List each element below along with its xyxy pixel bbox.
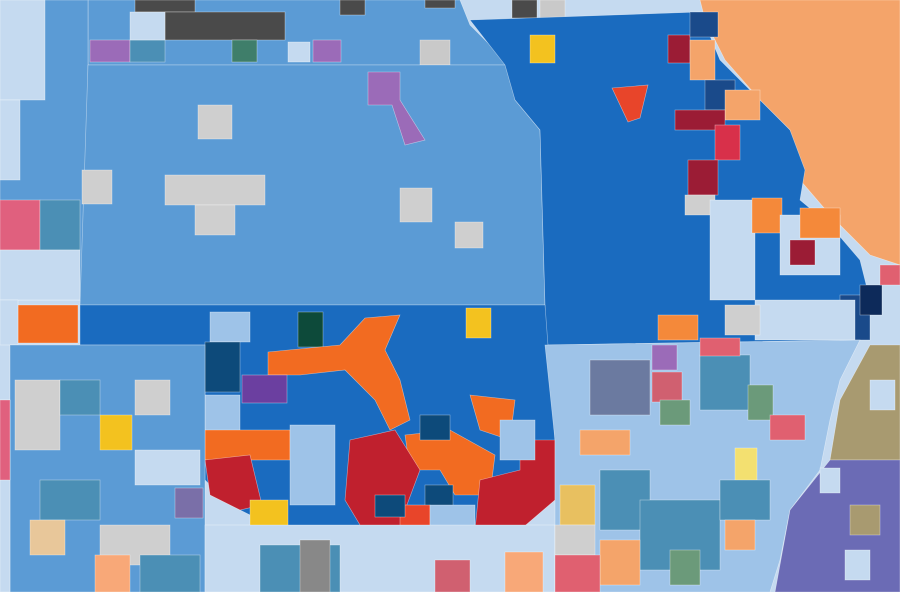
county: [134, 449, 201, 486]
county: [139, 554, 201, 592]
county: [434, 559, 471, 592]
county: [724, 304, 761, 336]
county: [89, 39, 131, 63]
state-region: [699, 0, 900, 266]
county: [39, 479, 101, 521]
county: [129, 39, 166, 63]
county: [59, 379, 101, 416]
county: [419, 39, 451, 66]
county: [651, 371, 683, 403]
county: [754, 299, 856, 341]
county: [689, 39, 716, 81]
county: [751, 197, 783, 234]
county: [709, 199, 756, 301]
county: [849, 504, 881, 536]
county: [869, 379, 896, 411]
county: [0, 249, 81, 301]
county: [799, 207, 841, 239]
county: [454, 221, 484, 249]
county: [29, 519, 66, 556]
county: [651, 344, 678, 371]
county: [589, 359, 651, 416]
county: [529, 34, 556, 64]
county: [724, 519, 756, 551]
county: [667, 34, 691, 64]
county: [554, 554, 601, 592]
county: [669, 549, 701, 586]
county: [611, 84, 649, 123]
county: [689, 11, 719, 38]
county: [499, 419, 536, 461]
county: [674, 109, 726, 131]
county: [539, 0, 566, 19]
county: [164, 174, 266, 206]
county: [769, 414, 806, 441]
county: [289, 424, 336, 506]
county: [465, 307, 492, 339]
county: [39, 199, 81, 251]
county: [559, 484, 596, 526]
county: [17, 304, 79, 344]
county: [174, 487, 204, 519]
county: [844, 549, 871, 581]
county: [399, 187, 433, 223]
county: [164, 11, 286, 41]
county: [819, 467, 841, 494]
county: [299, 539, 331, 592]
county: [424, 0, 456, 9]
county: [747, 384, 774, 421]
state-region: [79, 64, 546, 306]
county: [599, 539, 641, 586]
county: [287, 41, 311, 63]
county: [724, 89, 761, 121]
county: [0, 199, 41, 251]
state-region: [469, 11, 871, 346]
county: [0, 99, 21, 181]
county: [789, 239, 816, 266]
county: [204, 341, 241, 393]
county: [204, 394, 241, 436]
county: [699, 354, 751, 411]
county: [714, 124, 741, 161]
county: [579, 429, 631, 456]
county: [659, 399, 691, 426]
county: [197, 104, 233, 140]
county: [657, 314, 699, 341]
county: [419, 414, 451, 441]
county: [0, 299, 19, 346]
county: [194, 204, 236, 236]
county: [374, 494, 406, 518]
county: [699, 337, 741, 357]
county: [297, 311, 324, 348]
county: [204, 524, 556, 592]
county: [14, 379, 61, 451]
county: [94, 554, 131, 592]
county: [134, 0, 196, 13]
county: [99, 414, 133, 451]
county: [719, 479, 771, 521]
county: [267, 314, 411, 431]
county: [367, 71, 426, 146]
county: [687, 159, 719, 196]
county: [879, 264, 900, 286]
county: [339, 0, 366, 16]
county: [0, 0, 46, 101]
county: [129, 11, 166, 41]
county: [231, 39, 258, 63]
county: [0, 399, 11, 481]
county: [312, 39, 342, 63]
county: [81, 169, 113, 205]
county: [134, 379, 171, 416]
county: [241, 374, 288, 404]
county: [554, 524, 596, 556]
county: [504, 551, 544, 592]
county: [859, 284, 883, 316]
county: [511, 0, 538, 19]
county: [209, 311, 251, 343]
